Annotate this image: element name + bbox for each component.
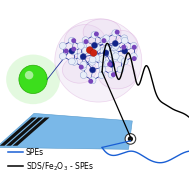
Polygon shape — [6, 118, 43, 146]
Circle shape — [89, 48, 96, 55]
Circle shape — [86, 47, 93, 53]
Circle shape — [90, 50, 97, 56]
Circle shape — [19, 65, 47, 94]
Circle shape — [68, 37, 75, 44]
Circle shape — [132, 56, 137, 61]
Circle shape — [112, 43, 119, 49]
Circle shape — [71, 59, 77, 65]
Circle shape — [112, 50, 119, 57]
Circle shape — [94, 32, 99, 36]
Circle shape — [103, 50, 109, 56]
Circle shape — [100, 47, 107, 54]
Circle shape — [64, 49, 69, 53]
Circle shape — [82, 47, 89, 54]
Circle shape — [59, 43, 66, 49]
Circle shape — [102, 39, 109, 46]
Circle shape — [125, 134, 136, 144]
Ellipse shape — [104, 30, 138, 60]
Ellipse shape — [62, 57, 96, 83]
Circle shape — [68, 58, 75, 65]
Circle shape — [71, 48, 77, 55]
Circle shape — [59, 53, 66, 60]
Circle shape — [130, 43, 137, 49]
Circle shape — [112, 55, 118, 62]
Circle shape — [93, 55, 100, 62]
Circle shape — [102, 60, 109, 67]
Ellipse shape — [83, 19, 121, 45]
Circle shape — [80, 43, 87, 50]
Circle shape — [71, 47, 76, 52]
Polygon shape — [0, 118, 37, 146]
Circle shape — [99, 66, 106, 73]
Circle shape — [117, 66, 124, 73]
Ellipse shape — [6, 55, 60, 104]
Ellipse shape — [98, 62, 136, 89]
Circle shape — [121, 37, 128, 44]
Circle shape — [108, 61, 115, 67]
Circle shape — [80, 64, 87, 70]
Circle shape — [112, 44, 118, 51]
Circle shape — [89, 59, 96, 65]
Ellipse shape — [64, 25, 106, 59]
Circle shape — [112, 30, 119, 36]
Circle shape — [80, 61, 87, 68]
Circle shape — [77, 43, 84, 49]
Circle shape — [93, 44, 100, 51]
Circle shape — [108, 71, 115, 78]
Circle shape — [100, 37, 107, 43]
Circle shape — [107, 62, 112, 67]
Circle shape — [121, 45, 126, 50]
Polygon shape — [13, 118, 50, 146]
Ellipse shape — [55, 19, 142, 102]
Circle shape — [77, 53, 84, 60]
Circle shape — [91, 52, 98, 59]
Circle shape — [80, 54, 86, 60]
Circle shape — [89, 77, 96, 84]
Circle shape — [89, 56, 96, 63]
Circle shape — [88, 79, 93, 84]
Text: SPEs: SPEs — [26, 148, 44, 157]
Circle shape — [79, 65, 84, 70]
Circle shape — [128, 136, 133, 142]
Circle shape — [121, 58, 128, 65]
Circle shape — [117, 56, 124, 62]
Circle shape — [122, 48, 128, 54]
Circle shape — [111, 72, 116, 77]
Circle shape — [69, 48, 75, 54]
Circle shape — [91, 42, 98, 48]
Circle shape — [101, 38, 106, 43]
Circle shape — [132, 45, 137, 50]
Polygon shape — [0, 113, 132, 149]
Circle shape — [98, 72, 105, 79]
Circle shape — [112, 53, 119, 60]
Circle shape — [82, 37, 89, 43]
Circle shape — [91, 32, 98, 38]
Circle shape — [115, 30, 120, 35]
Circle shape — [121, 35, 128, 42]
Circle shape — [98, 61, 105, 68]
Text: SDS/Fe$_2$O$_3$ - SPEs: SDS/Fe$_2$O$_3$ - SPEs — [26, 160, 94, 173]
Circle shape — [112, 40, 118, 46]
Circle shape — [121, 45, 128, 52]
Circle shape — [103, 45, 110, 52]
Circle shape — [80, 72, 87, 79]
Circle shape — [25, 71, 33, 79]
Circle shape — [84, 39, 88, 44]
Circle shape — [71, 38, 76, 43]
Circle shape — [90, 67, 96, 73]
Circle shape — [108, 50, 115, 57]
Circle shape — [103, 35, 110, 42]
Circle shape — [99, 56, 106, 62]
Circle shape — [130, 53, 137, 60]
